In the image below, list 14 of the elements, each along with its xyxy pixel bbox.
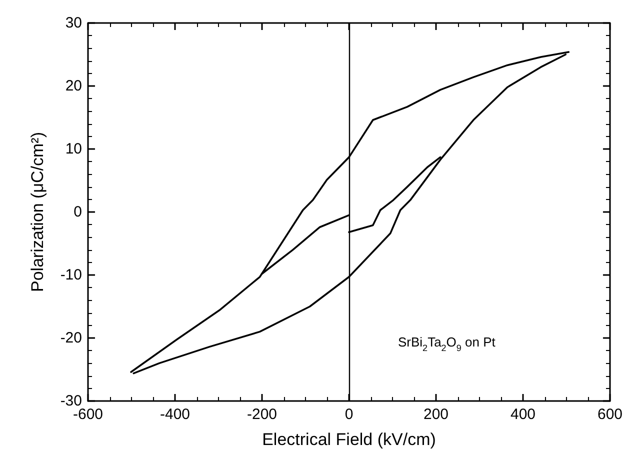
- x-tick-label: 200: [423, 406, 449, 423]
- x-tick-label: -200: [246, 406, 278, 423]
- y-tick-label: -20: [60, 330, 82, 346]
- y-tick-label: 0: [74, 204, 82, 220]
- x-tick-label: 0: [344, 406, 354, 423]
- y-tick-label: 30: [65, 14, 82, 32]
- x-tick-label: -400: [160, 406, 190, 423]
- y-tick-label: 10: [65, 140, 82, 158]
- y-axis-title: Polarization (μC/cm²): [28, 132, 47, 292]
- y-tick-label: -10: [60, 266, 82, 284]
- x-tick-label: 600: [597, 406, 623, 423]
- x-axis-title: Electrical Field (kV/cm): [262, 430, 436, 449]
- x-tick-label: 400: [510, 406, 536, 423]
- y-tick-label: 20: [65, 78, 82, 94]
